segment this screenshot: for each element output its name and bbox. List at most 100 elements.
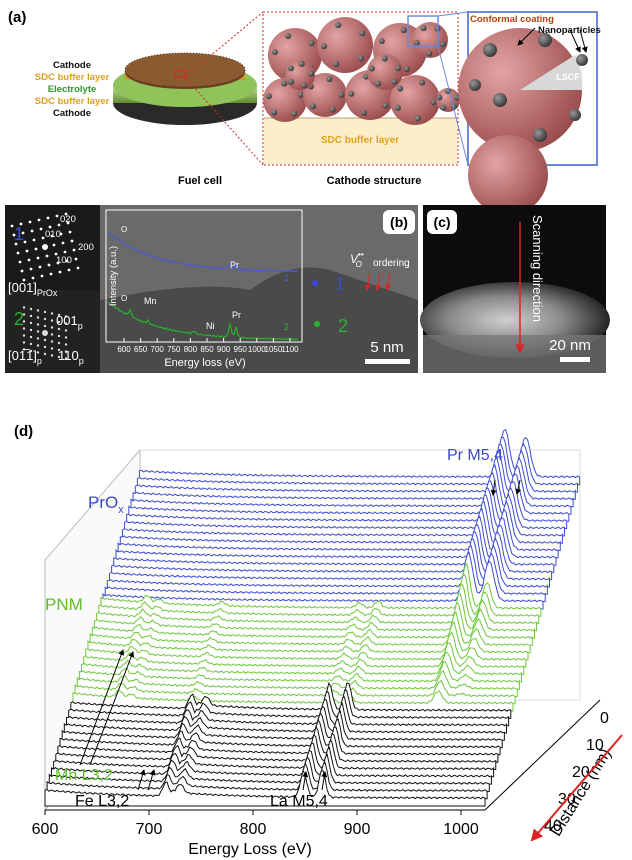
fft-spot xyxy=(32,277,35,280)
nanoparticle xyxy=(348,91,354,97)
vacancy-sup: •• xyxy=(358,250,364,259)
fft-spot xyxy=(11,225,14,228)
zone-sub: p xyxy=(37,356,42,366)
panel-a: (a) Cathode SDC buffer layer Electrolyte… xyxy=(8,9,601,215)
fft-spot xyxy=(44,318,46,320)
peak-label: Ni xyxy=(206,321,215,331)
nanoparticle xyxy=(431,99,437,105)
x-tick-label: 1100 xyxy=(281,345,299,354)
peak-label: 1 xyxy=(284,273,289,283)
x-tick-label: 800 xyxy=(240,821,267,838)
phase-label: PNM xyxy=(45,595,83,614)
fft-spot xyxy=(30,322,32,324)
spot: 001 xyxy=(56,313,78,328)
fft-index: 1 xyxy=(14,224,24,244)
nanoparticle xyxy=(436,95,442,101)
fft-spot xyxy=(30,343,32,345)
layer-label: Cathode xyxy=(53,108,91,119)
nanoparticle xyxy=(379,38,385,44)
fft-spot xyxy=(30,329,32,331)
nanoparticle xyxy=(299,61,305,67)
phase: PrO xyxy=(88,493,118,512)
fft-spot xyxy=(51,340,53,342)
x-axis-label: Energy Loss (eV) xyxy=(188,841,312,858)
scale-label: 5 nm xyxy=(370,339,403,356)
peak-label: 2 xyxy=(284,322,289,332)
fft-spot xyxy=(65,329,67,331)
fft-spot xyxy=(30,315,32,317)
x-tick-label: 950 xyxy=(234,345,248,354)
fft-spot xyxy=(51,333,53,335)
fft-spot xyxy=(44,346,46,348)
x-tick-label: 900 xyxy=(344,821,371,838)
peak-label: O xyxy=(121,294,127,303)
x-tick-label: 700 xyxy=(136,821,163,838)
nanoparticle xyxy=(285,33,291,39)
fft-spot xyxy=(47,217,50,220)
fft-index: 2 xyxy=(14,309,24,329)
nanoparticle xyxy=(291,111,297,117)
panel-label: (a) xyxy=(8,9,26,26)
fft-spot xyxy=(59,271,62,274)
fft-spot xyxy=(30,336,32,338)
fft-spot xyxy=(44,339,46,341)
panel-label: (b) xyxy=(390,214,408,230)
x-tick-label: 850 xyxy=(200,345,214,354)
peak-label: Pr xyxy=(232,310,241,320)
fft-spot xyxy=(42,244,48,250)
panel-d: (d) 6007008009001000010203040 Pr M5,4 Pr… xyxy=(14,423,622,858)
nanoparticle xyxy=(281,81,287,87)
core-label: LSCF xyxy=(556,72,580,82)
fft-spot xyxy=(30,268,33,271)
caption: Cathode structure xyxy=(327,175,422,187)
peak-label: O xyxy=(121,225,127,234)
fft-spot xyxy=(37,337,39,339)
nanoparticle xyxy=(266,93,272,99)
np-label: Nanoparticles xyxy=(538,25,601,36)
nanoparticle xyxy=(426,50,432,56)
fft-spot xyxy=(46,255,49,258)
nanoparticle xyxy=(361,110,367,116)
vacancy-sub: O xyxy=(356,260,362,269)
edge-label: La M5,4 xyxy=(270,793,328,810)
nanoparticle xyxy=(375,81,381,87)
peak-label: Pr xyxy=(230,260,239,270)
fft-spot xyxy=(19,261,22,264)
layer-label: SDC buffer layer xyxy=(35,96,110,107)
fft-spot xyxy=(44,311,46,313)
fft-spot xyxy=(73,249,76,252)
fft-spot xyxy=(53,244,56,247)
fft-spot xyxy=(64,251,67,254)
fft-spot xyxy=(65,343,67,345)
nanoparticle xyxy=(382,56,388,62)
fft-spot xyxy=(21,270,24,273)
buffer-label: SDC buffer layer xyxy=(321,135,399,146)
fft-spot xyxy=(65,336,67,338)
fft-spot xyxy=(41,275,44,278)
nanoparticle xyxy=(414,40,420,46)
nanoparticle xyxy=(440,41,446,47)
x-tick-label: 650 xyxy=(134,345,148,354)
distance-tick-label: 0 xyxy=(600,710,609,727)
fft-spot xyxy=(37,351,39,353)
fft-spot xyxy=(51,326,53,328)
nanoparticle xyxy=(298,92,304,98)
nanoparticle xyxy=(330,107,336,113)
panel-b: 1 020 010 200 100 [001]PrOx 2 001p [01̅1… xyxy=(5,205,418,373)
nanoparticle xyxy=(308,71,314,77)
scan-label: Scanning direction xyxy=(530,215,545,322)
nanoparticle xyxy=(272,49,278,55)
nanoparticle xyxy=(369,66,375,72)
nanoparticle xyxy=(382,103,388,109)
fft-spot xyxy=(44,325,46,327)
fft-spot xyxy=(56,215,59,218)
fft-spot xyxy=(28,259,31,262)
coating-label: Conformal coating xyxy=(470,14,554,25)
fft-spot xyxy=(51,319,53,321)
fft-spot xyxy=(35,248,38,251)
x-tick-label: 600 xyxy=(117,345,131,354)
spot-sub: p xyxy=(79,356,84,366)
nanoparticle xyxy=(395,105,401,111)
x-tick-label: 1000 xyxy=(443,821,479,838)
x-tick-label: 900 xyxy=(217,345,231,354)
